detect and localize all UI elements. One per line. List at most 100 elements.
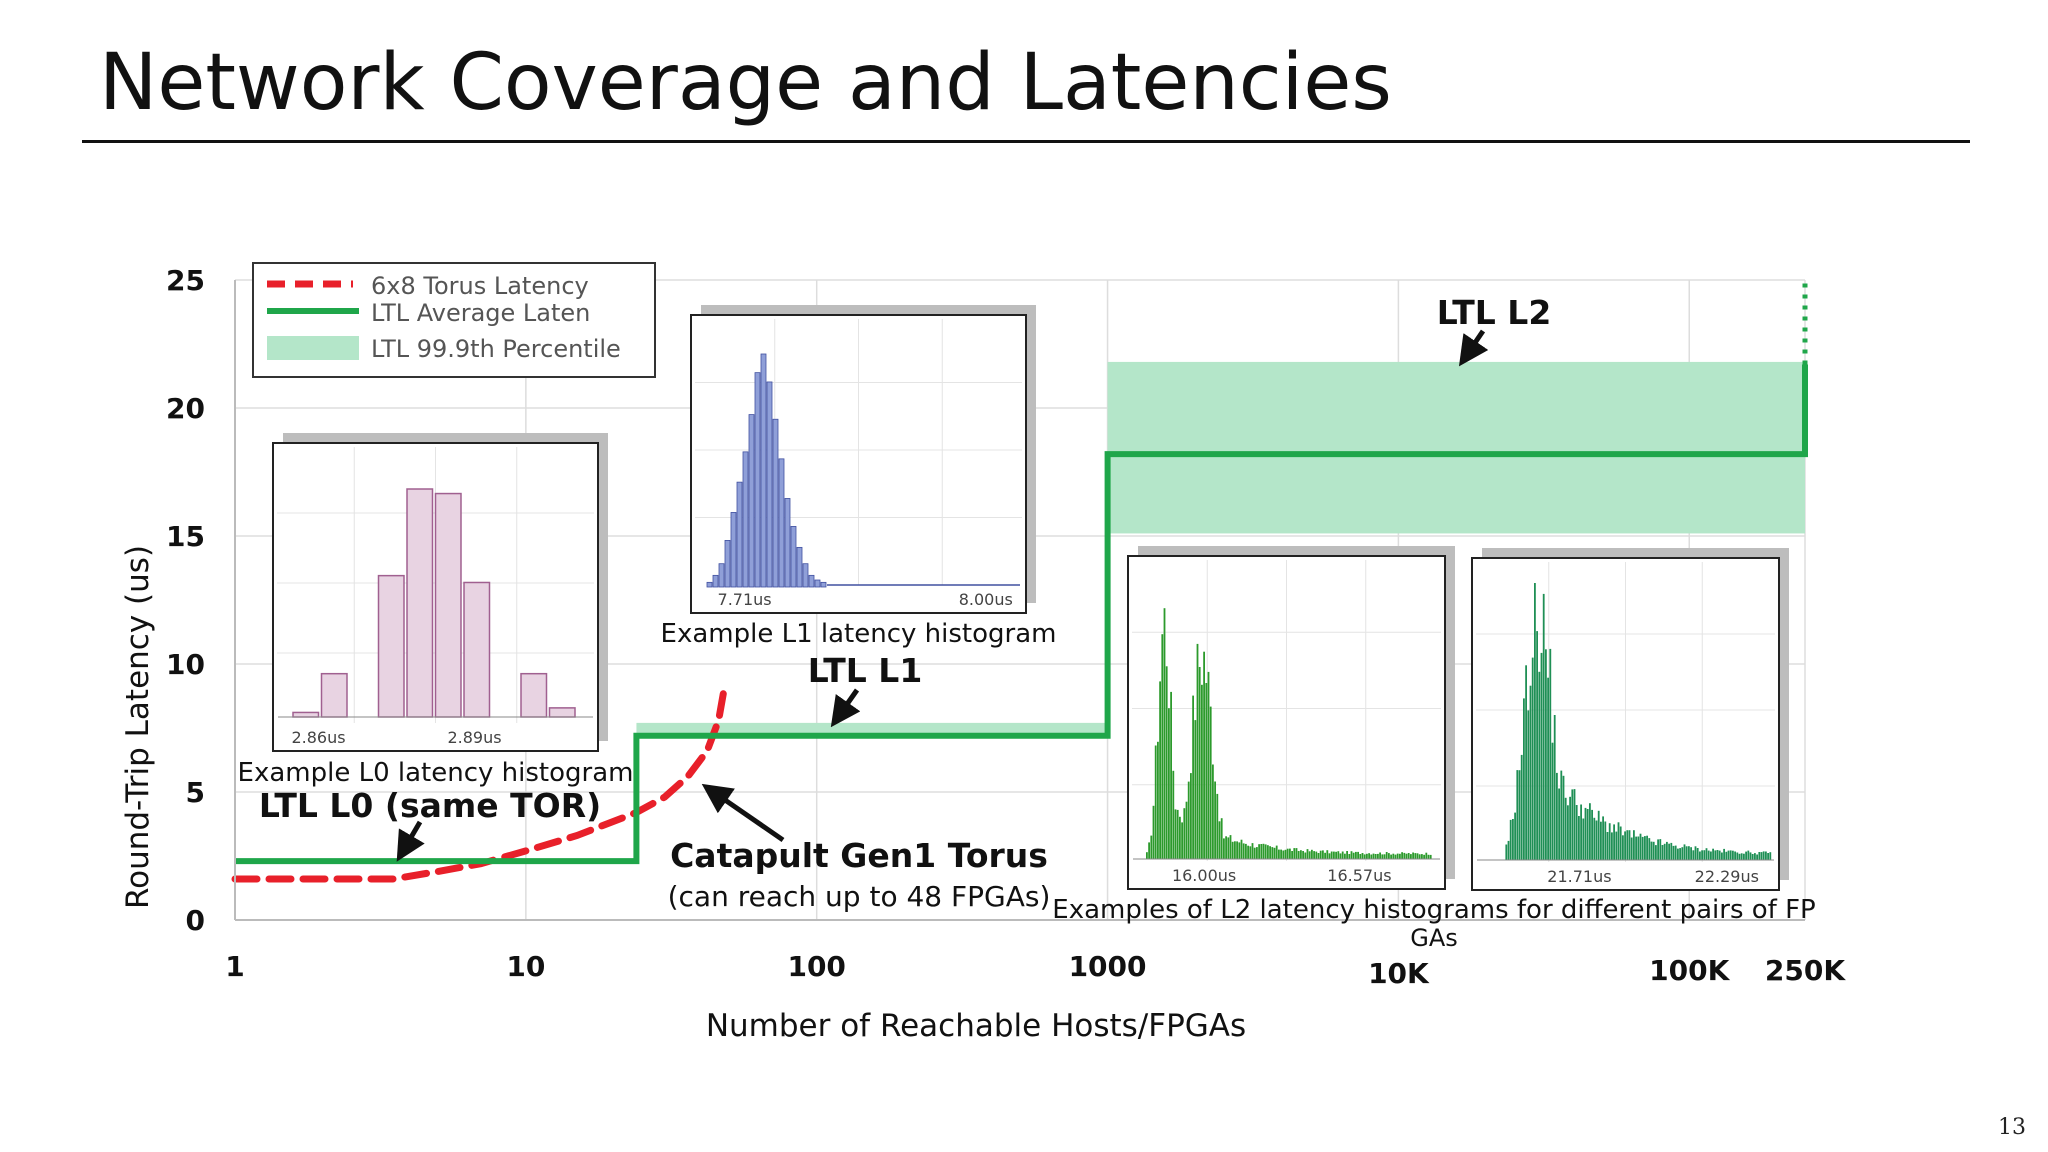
- l2b-hist-bar: [1760, 852, 1763, 860]
- l2b-hist-bar: [1635, 836, 1637, 860]
- legend-label: LTL Average Laten: [371, 299, 590, 327]
- y-tick-label: 5: [186, 776, 205, 809]
- y-tick-label: 15: [166, 520, 205, 553]
- l2a-hist-bar: [1412, 852, 1414, 859]
- l2a-hist-bar: [1234, 841, 1236, 859]
- title-rule: [82, 140, 1970, 143]
- l2a-hist-bar: [1198, 667, 1201, 859]
- l0-hist-bar: [377, 574, 405, 718]
- l2b-hist-bar: [1663, 843, 1666, 860]
- l1-caption: Example L1 latency histogram: [661, 619, 1057, 649]
- l2a-hist-bar: [1293, 848, 1296, 859]
- l2a-hist-bar: [1269, 846, 1271, 859]
- l2a-hist-bar: [1322, 850, 1324, 859]
- l2b-hist-bar: [1580, 804, 1582, 860]
- l2a-hist-bar: [1236, 841, 1238, 859]
- y-tick-label: 0: [186, 904, 205, 937]
- l2a-hist-bar: [1187, 781, 1190, 859]
- l0-tick-label: 2.89us: [447, 728, 501, 747]
- l2a-hist-bar: [1247, 845, 1249, 859]
- percentile-band: [1107, 361, 1805, 534]
- l2b-hist-bar: [1518, 770, 1521, 860]
- l2b-hist-bar: [1608, 823, 1611, 860]
- l2a-hist-bar: [1385, 852, 1388, 859]
- l1-hist-bar: [790, 526, 797, 588]
- l2a-hist-bar: [1295, 848, 1298, 859]
- l0-hist-bar: [292, 711, 320, 718]
- y-axis-title: Round-Trip Latency (us): [120, 545, 156, 909]
- l2b-hist-bar: [1710, 851, 1712, 860]
- l1-hist-bar: [772, 418, 779, 588]
- l1-hist-bar: [712, 574, 719, 588]
- l2b-hist-bar: [1567, 805, 1569, 860]
- l2a-hist-bar: [1203, 651, 1205, 859]
- l2a-hist-bar: [1196, 643, 1199, 859]
- l2a-hist-bar: [1423, 854, 1425, 859]
- l2b-hist-bar: [1701, 850, 1703, 860]
- l2b-hist-bar: [1646, 835, 1648, 860]
- l2b-hist-bar: [1666, 841, 1668, 860]
- l2b-hist-bar: [1699, 851, 1701, 860]
- arrow-ltl-l0: [396, 820, 425, 862]
- l2b-hist-bar: [1542, 593, 1545, 860]
- l2a-hist-bar: [1231, 841, 1234, 859]
- l2b-hist-bar: [1600, 821, 1602, 860]
- l2a-hist-bar: [1414, 853, 1417, 859]
- l2b-hist-bar: [1540, 652, 1543, 860]
- annotation-ltl-l2: LTL L2: [1437, 293, 1552, 332]
- percentile-bands: [636, 361, 1805, 736]
- l2a-hist-bar: [1370, 854, 1373, 859]
- l2b-hist-bar: [1721, 852, 1723, 860]
- l2a-hist-bar: [1273, 847, 1276, 859]
- l2b-hist-bar: [1688, 846, 1690, 860]
- l2b-hist-bar: [1575, 805, 1578, 860]
- l0-hist-bar: [406, 488, 434, 718]
- torus-latency-line: [231, 686, 728, 883]
- series-lines: [231, 282, 1808, 883]
- l2b-hist-bar: [1718, 850, 1721, 860]
- l2b-hist-bar: [1578, 816, 1580, 860]
- l2a-hist-bar: [1172, 770, 1175, 859]
- l2b-hist-bar: [1582, 818, 1585, 860]
- l2b-hist-bar: [1659, 839, 1662, 860]
- l2a-hist-bar: [1341, 851, 1344, 859]
- l2a-hist-bar: [1337, 851, 1340, 859]
- l2a-hist-bar: [1300, 850, 1302, 859]
- l2b-hist-bar: [1657, 839, 1659, 860]
- l2a-hist-bar: [1194, 720, 1197, 859]
- l1-hist-bar: [748, 414, 755, 588]
- l2a-hist-bar: [1407, 853, 1410, 859]
- l2b-hist-bar: [1520, 754, 1523, 860]
- l2a-hist-bar: [1313, 851, 1315, 859]
- l2b-hist-bar: [1679, 848, 1681, 860]
- l2a-hist-bar: [1344, 853, 1346, 859]
- l2b-hist-bar: [1549, 648, 1552, 860]
- y-tick-label: 10: [166, 648, 205, 681]
- l2a-hist-bar: [1284, 849, 1287, 859]
- l2a-hist-bar: [1374, 854, 1377, 859]
- l2b-hist-bar: [1529, 685, 1532, 860]
- l2a-hist-bar: [1317, 853, 1320, 859]
- x-axis-title: Number of Reachable Hosts/FPGAs: [706, 1008, 1246, 1044]
- l2b-hist-bar: [1751, 854, 1754, 860]
- l2b-hist-bar: [1613, 824, 1615, 860]
- l1-hist-bar: [718, 563, 725, 588]
- l2b-hist-bar: [1648, 838, 1651, 860]
- l2a-hist-bar: [1218, 821, 1221, 859]
- l2a-hist-bar: [1390, 854, 1392, 859]
- l2a-hist-bar: [1324, 852, 1326, 859]
- l2a-hist-bar: [1396, 853, 1399, 859]
- l2b-hist-bar: [1545, 649, 1547, 860]
- l2a-hist-bar: [1183, 808, 1186, 859]
- l2b-hist-bar: [1531, 657, 1534, 860]
- l2a-hist-bar: [1267, 845, 1269, 859]
- l2a-hist-bar: [1306, 849, 1309, 859]
- l2b-hist-bar: [1769, 852, 1772, 860]
- l2b-hist-bar: [1736, 852, 1739, 860]
- l2a-hist-bar: [1326, 850, 1329, 859]
- l2b-hist-bar: [1584, 807, 1587, 860]
- l0-hist-bar: [463, 581, 491, 718]
- x-tick-label: 1000: [1069, 950, 1147, 983]
- l2a-hist-bar: [1319, 850, 1322, 859]
- l2a-hist-bar: [1264, 844, 1267, 859]
